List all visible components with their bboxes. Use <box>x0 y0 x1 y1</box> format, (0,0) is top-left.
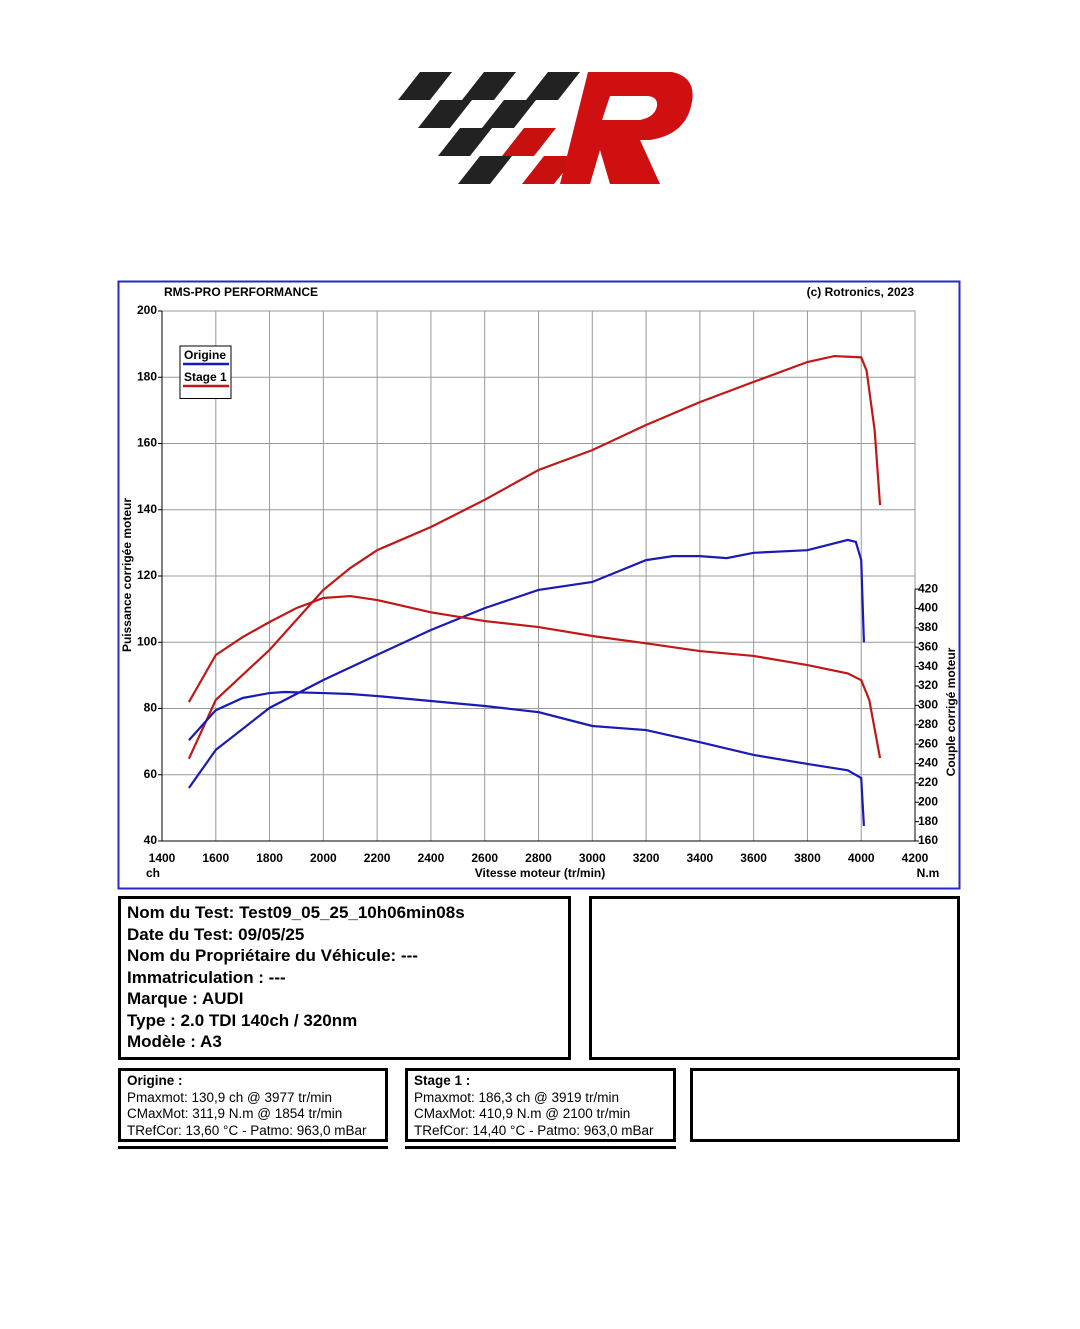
info-line: Pmaxmot: 130,9 ch @ 3977 tr/min <box>127 1089 333 1105</box>
x-tick-label: 2800 <box>525 851 552 865</box>
y-tick-label: 100 <box>137 634 157 648</box>
y-axis-label: Puissance corrigée moteur <box>120 498 134 652</box>
legend-box <box>179 345 232 399</box>
empty-box <box>690 1068 960 1142</box>
rule <box>118 1146 388 1149</box>
y2-tick-label: 180 <box>918 814 938 828</box>
y2-tick-label: 200 <box>918 794 938 808</box>
x-tick-label: 2400 <box>418 851 445 865</box>
y2-tick-label: 220 <box>918 775 938 789</box>
y2-axis-label: Couple corrigé moteur <box>944 647 958 776</box>
y-tick-label: 60 <box>144 767 158 781</box>
x-tick-label: 1800 <box>256 851 283 865</box>
y-tick-label: 80 <box>144 701 158 715</box>
x-tick-label: 3600 <box>740 851 767 865</box>
result-box: Stage 1 : Pmaxmot: 186,3 ch @ 3919 tr/min… <box>405 1068 676 1142</box>
x-tick-label: 4200 <box>902 851 929 865</box>
x-tick-label: 3200 <box>633 851 660 865</box>
result-box: Origine : Pmaxmot: 130,9 ch @ 3977 tr/min… <box>118 1068 388 1142</box>
y2-tick-label: 380 <box>918 620 938 634</box>
y2-tick-label: 420 <box>918 581 938 595</box>
info-line: CMaxMot: 410,9 N.m @ 2100 tr/min <box>414 1106 631 1121</box>
info-line: Stage 1 : <box>414 1073 471 1088</box>
x-tick-label: 4000 <box>848 851 875 865</box>
y-tick-label: 120 <box>137 568 157 582</box>
x-tick-label: 3000 <box>579 851 606 865</box>
series-line <box>188 690 866 827</box>
info-line: CMaxMot: 311,9 N.m @ 1854 tr/min <box>127 1106 343 1121</box>
y-unit: ch <box>146 866 160 880</box>
logo <box>398 72 693 184</box>
info-line: Nom du Test: Test09_05_25_10h06min08s <box>127 903 465 922</box>
x-axis-label: Vitesse moteur (tr/min) <box>475 866 605 880</box>
x-tick-label: 2600 <box>471 851 498 865</box>
y2-tick-label: 340 <box>918 659 938 673</box>
info-line: Pmaxmot: 186,3 ch @ 3919 tr/min <box>414 1089 620 1105</box>
y2-tick-label: 300 <box>918 698 938 712</box>
x-tick-label: 2200 <box>364 851 391 865</box>
header-left: RMS-PRO PERFORMANCE <box>164 285 318 299</box>
legend-label: Origine <box>184 348 226 362</box>
series-line <box>187 594 882 759</box>
y-tick-label: 140 <box>137 502 157 516</box>
info-line: Modèle : A3 <box>127 1032 222 1051</box>
x-tick-label: 3400 <box>687 851 714 865</box>
legend-label: Stage 1 <box>184 370 227 384</box>
info-line: Nom du Propriétaire du Véhicule: --- <box>127 946 418 965</box>
test-info-box: Nom du Test: Test09_05_25_10h06min08s Dat… <box>118 896 571 1060</box>
y-tick-label: 180 <box>137 369 157 383</box>
y-tick-label: 200 <box>137 303 157 317</box>
info-line: Type : 2.0 TDI 140ch / 320nm <box>127 1010 358 1030</box>
y2-unit: N.m <box>917 866 940 880</box>
info-line: Immatriculation : --- <box>127 967 286 987</box>
y2-tick-label: 240 <box>918 756 938 770</box>
header-right: (c) Rotronics, 2023 <box>807 285 915 299</box>
y-tick-label: 160 <box>137 436 157 450</box>
y2-tick-label: 260 <box>918 736 938 750</box>
y2-tick-label: 360 <box>918 639 938 653</box>
x-tick-label: 2000 <box>310 851 337 865</box>
y-tick-label: 40 <box>144 833 158 847</box>
empty-box <box>589 896 960 1060</box>
info-line: Origine : <box>127 1073 183 1088</box>
y2-tick-label: 280 <box>918 717 938 731</box>
series-line <box>187 538 866 789</box>
info-line: Date du Test: 09/05/25 <box>127 924 305 944</box>
x-tick-label: 1600 <box>202 851 229 865</box>
y2-tick-label: 400 <box>918 601 938 615</box>
info-line: Année du Véhicule: 0 <box>127 1053 562 1058</box>
chart-frame <box>117 280 961 890</box>
info-line: Marque : AUDI <box>127 989 244 1008</box>
x-tick-label: 1400 <box>149 851 176 865</box>
info-line: TRefCor: 14,40 °C - Patmo: 963,0 mBar <box>414 1122 654 1138</box>
series-line <box>187 354 882 760</box>
y2-tick-label: 160 <box>918 833 938 847</box>
rule <box>405 1146 676 1149</box>
x-tick-label: 3800 <box>794 851 821 865</box>
info-line: TRefCor: 13,60 °C - Patmo: 963,0 mBar <box>127 1122 367 1138</box>
y2-tick-label: 320 <box>918 678 938 692</box>
